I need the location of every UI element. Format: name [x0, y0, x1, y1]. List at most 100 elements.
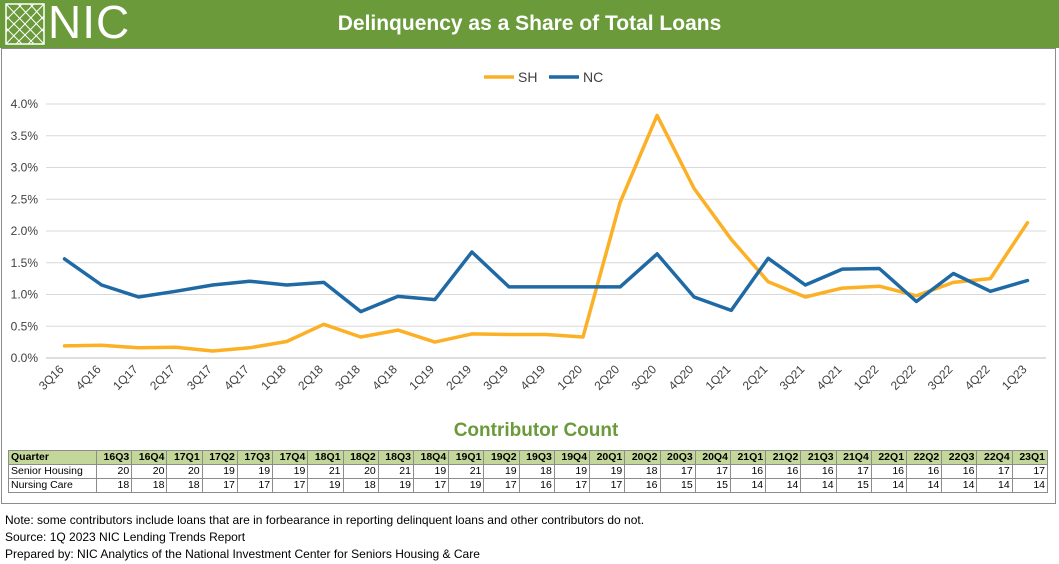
count-cell: 17: [553, 478, 591, 493]
chart-frame: [1, 48, 1056, 504]
table-header-row: Quarter 16Q3 16Q4 17Q1 17Q2 17Q3 17Q4 18Q1 18Q2 1…: [8, 450, 1049, 465]
x-tick-label: 4Q22: [962, 362, 993, 393]
table-row: Nursing Care 18 18 18 17 17 17 19 18 19 17 19 17 16 17…: [8, 478, 1049, 493]
quarter-cell: 18Q1: [307, 450, 344, 465]
quarter-cell: 20Q4: [694, 450, 731, 465]
series-line-sh: [62, 113, 1030, 353]
x-tick-label: 1Q23: [999, 362, 1030, 393]
x-tick-label: 4Q18: [369, 362, 400, 393]
legend-label-sh: SH: [518, 69, 537, 85]
x-tick-label: 4Q21: [814, 362, 845, 393]
count-cell: 20: [166, 464, 203, 479]
quarter-cell: 23Q1: [1011, 450, 1049, 465]
count-cell: 14: [1011, 478, 1049, 493]
quarter-header-cell: Quarter: [8, 450, 97, 465]
x-tick-label: 1Q19: [406, 362, 437, 393]
quarter-cell: 22Q4: [976, 450, 1013, 465]
x-tick-label: 4Q20: [666, 362, 697, 393]
count-cell: 17: [272, 478, 309, 493]
count-cell: 14: [976, 478, 1013, 493]
quarter-cell: 17Q2: [201, 450, 238, 465]
prepared-by-text: Prepared by: NIC Analytics of the Nation…: [5, 547, 480, 561]
note-text: Note: some contributors include loans th…: [5, 513, 645, 527]
count-cell: 17: [835, 464, 872, 479]
quarter-cell: 20Q2: [624, 450, 661, 465]
quarter-cell: 21Q2: [765, 450, 802, 465]
count-cell: 14: [765, 478, 802, 493]
x-tick-label: 4Q16: [73, 362, 104, 393]
count-cell: 19: [412, 464, 450, 479]
count-cell: 19: [236, 464, 274, 479]
x-tick-label: 3Q18: [332, 362, 363, 393]
count-cell: 15: [659, 478, 696, 493]
contributor-count-title: Contributor Count: [453, 420, 619, 441]
x-tick-label: 2Q20: [592, 362, 623, 393]
count-cell: 17: [976, 464, 1013, 479]
legend-label-nc: NC: [583, 69, 603, 85]
count-cell: 21: [377, 464, 414, 479]
count-cell: 21: [307, 464, 344, 479]
count-cell: 19: [483, 464, 520, 479]
table-row: Senior Housing 20 20 20 19 19 19 21 20 21 19 21 19 18…: [8, 464, 1049, 479]
count-cell: 21: [448, 464, 485, 479]
count-cell: 18: [95, 478, 133, 493]
quarter-cell: 19Q2: [483, 450, 520, 465]
line-chart: 0.0% 0.5% 1.0% 1.5% 2.0% 2.5% 3.0% 3.5% 4.0% 3Q16…: [11, 69, 1046, 393]
quarter-cell: 21Q3: [800, 450, 837, 465]
x-tick-label: 1Q20: [554, 362, 585, 393]
count-cell: 15: [694, 478, 731, 493]
quarter-cell: 21Q1: [729, 450, 767, 465]
count-cell: 20: [342, 464, 379, 479]
x-tick-label: 3Q19: [480, 362, 511, 393]
quarter-cell: 18Q2: [342, 450, 379, 465]
x-tick-label: 1Q21: [703, 362, 734, 393]
count-cell: 14: [729, 478, 767, 493]
count-cell: 16: [765, 464, 802, 479]
quarter-cell: 16Q4: [131, 450, 168, 465]
count-cell: 17: [589, 478, 626, 493]
contributor-table: Quarter 16Q3 16Q4 17Q1 17Q2 17Q3 17Q4 18Q1 18Q2 1…: [8, 450, 1049, 493]
count-cell: 19: [307, 478, 344, 493]
y-tick-label: 3.0%: [11, 161, 39, 175]
count-cell: 14: [941, 478, 978, 493]
count-cell: 17: [483, 478, 520, 493]
count-cell: 17: [412, 478, 450, 493]
x-tick-label: 2Q18: [295, 362, 326, 393]
count-cell: 17: [201, 478, 238, 493]
x-tick-label: 2Q19: [443, 362, 474, 393]
quarter-cell: 18Q4: [412, 450, 450, 465]
x-tick-label: 1Q22: [851, 362, 882, 393]
quarter-cell: 17Q4: [272, 450, 309, 465]
count-cell: 16: [624, 478, 661, 493]
row-label: Senior Housing: [8, 464, 97, 479]
y-tick-label: 3.5%: [11, 129, 39, 143]
count-cell: 16: [906, 464, 943, 479]
count-cell: 17: [1011, 464, 1049, 479]
y-tick-label: 2.0%: [11, 224, 39, 238]
x-tick-label: 2Q22: [888, 362, 919, 393]
count-cell: 18: [342, 478, 379, 493]
chart-title: Delinquency as a Share of Total Loans: [337, 12, 722, 35]
count-cell: 19: [589, 464, 626, 479]
logo-text: NIC: [48, 0, 131, 48]
quarter-cell: 21Q4: [835, 450, 872, 465]
quarter-cell: 17Q1: [166, 450, 203, 465]
count-cell: 17: [694, 464, 731, 479]
x-tick-label: 2Q17: [147, 362, 178, 393]
x-tick-label: 2Q21: [740, 362, 771, 393]
count-cell: 14: [870, 478, 908, 493]
count-cell: 16: [941, 464, 978, 479]
count-cell: 16: [518, 478, 555, 493]
series-line-nc: [62, 250, 1030, 314]
count-cell: 18: [131, 478, 168, 493]
quarter-cell: 17Q3: [236, 450, 274, 465]
y-tick-label: 0.0%: [11, 351, 39, 365]
notes: Note: some contributors include loans th…: [5, 512, 644, 563]
count-cell: 19: [553, 464, 591, 479]
x-tick-label: 4Q17: [221, 362, 252, 393]
count-cell: 14: [906, 478, 943, 493]
count-cell: 16: [729, 464, 767, 479]
quarter-cell: 22Q3: [941, 450, 978, 465]
quarter-cell: 20Q3: [659, 450, 696, 465]
count-cell: 20: [95, 464, 133, 479]
